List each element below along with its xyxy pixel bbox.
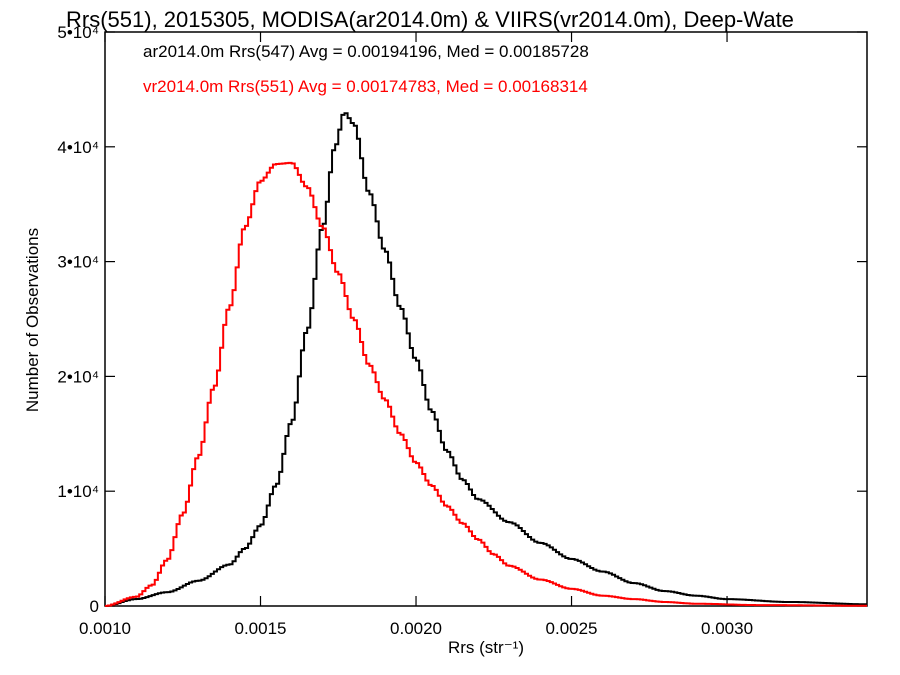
y-tick-label: 2•10⁴	[57, 367, 99, 386]
series-line-0	[105, 112, 867, 607]
legend-entry-viirs: vr2014.0m Rrs(551) Avg = 0.00174783, Med…	[143, 77, 588, 96]
y-tick-label: 3•10⁴	[57, 253, 99, 272]
x-tick-label: 0.0025	[546, 619, 598, 638]
y-tick-label: 4•10⁴	[57, 138, 99, 157]
y-tick-label: 1•10⁴	[57, 482, 99, 501]
series-layer	[105, 112, 867, 607]
x-tick-label: 0.0020	[390, 619, 442, 638]
plot-frame	[104, 31, 868, 607]
x-tick-label: 0.0030	[701, 619, 753, 638]
chart-title: Rrs(551), 2015305, MODISA(ar2014.0m) & V…	[66, 7, 794, 32]
x-tick-label: 0.0010	[79, 619, 131, 638]
series-line-1	[105, 161, 867, 607]
x-axis-ticks: 0.0010 0.0015 0.0020 0.0025 0.0030	[79, 32, 753, 638]
y-tick-label: 5•10⁴	[57, 23, 99, 42]
x-tick-label: 0.0015	[235, 619, 287, 638]
x-axis-label: Rrs (str⁻¹)	[448, 638, 524, 657]
y-axis-ticks: 0 1•10⁴ 2•10⁴ 3•10⁴ 4•10⁴ 5•10⁴	[57, 23, 867, 616]
y-tick-label: 0	[90, 597, 99, 616]
legend-entry-modis: ar2014.0m Rrs(547) Avg = 0.00194196, Med…	[143, 42, 589, 61]
y-axis-label: Number of Observations	[23, 228, 42, 412]
